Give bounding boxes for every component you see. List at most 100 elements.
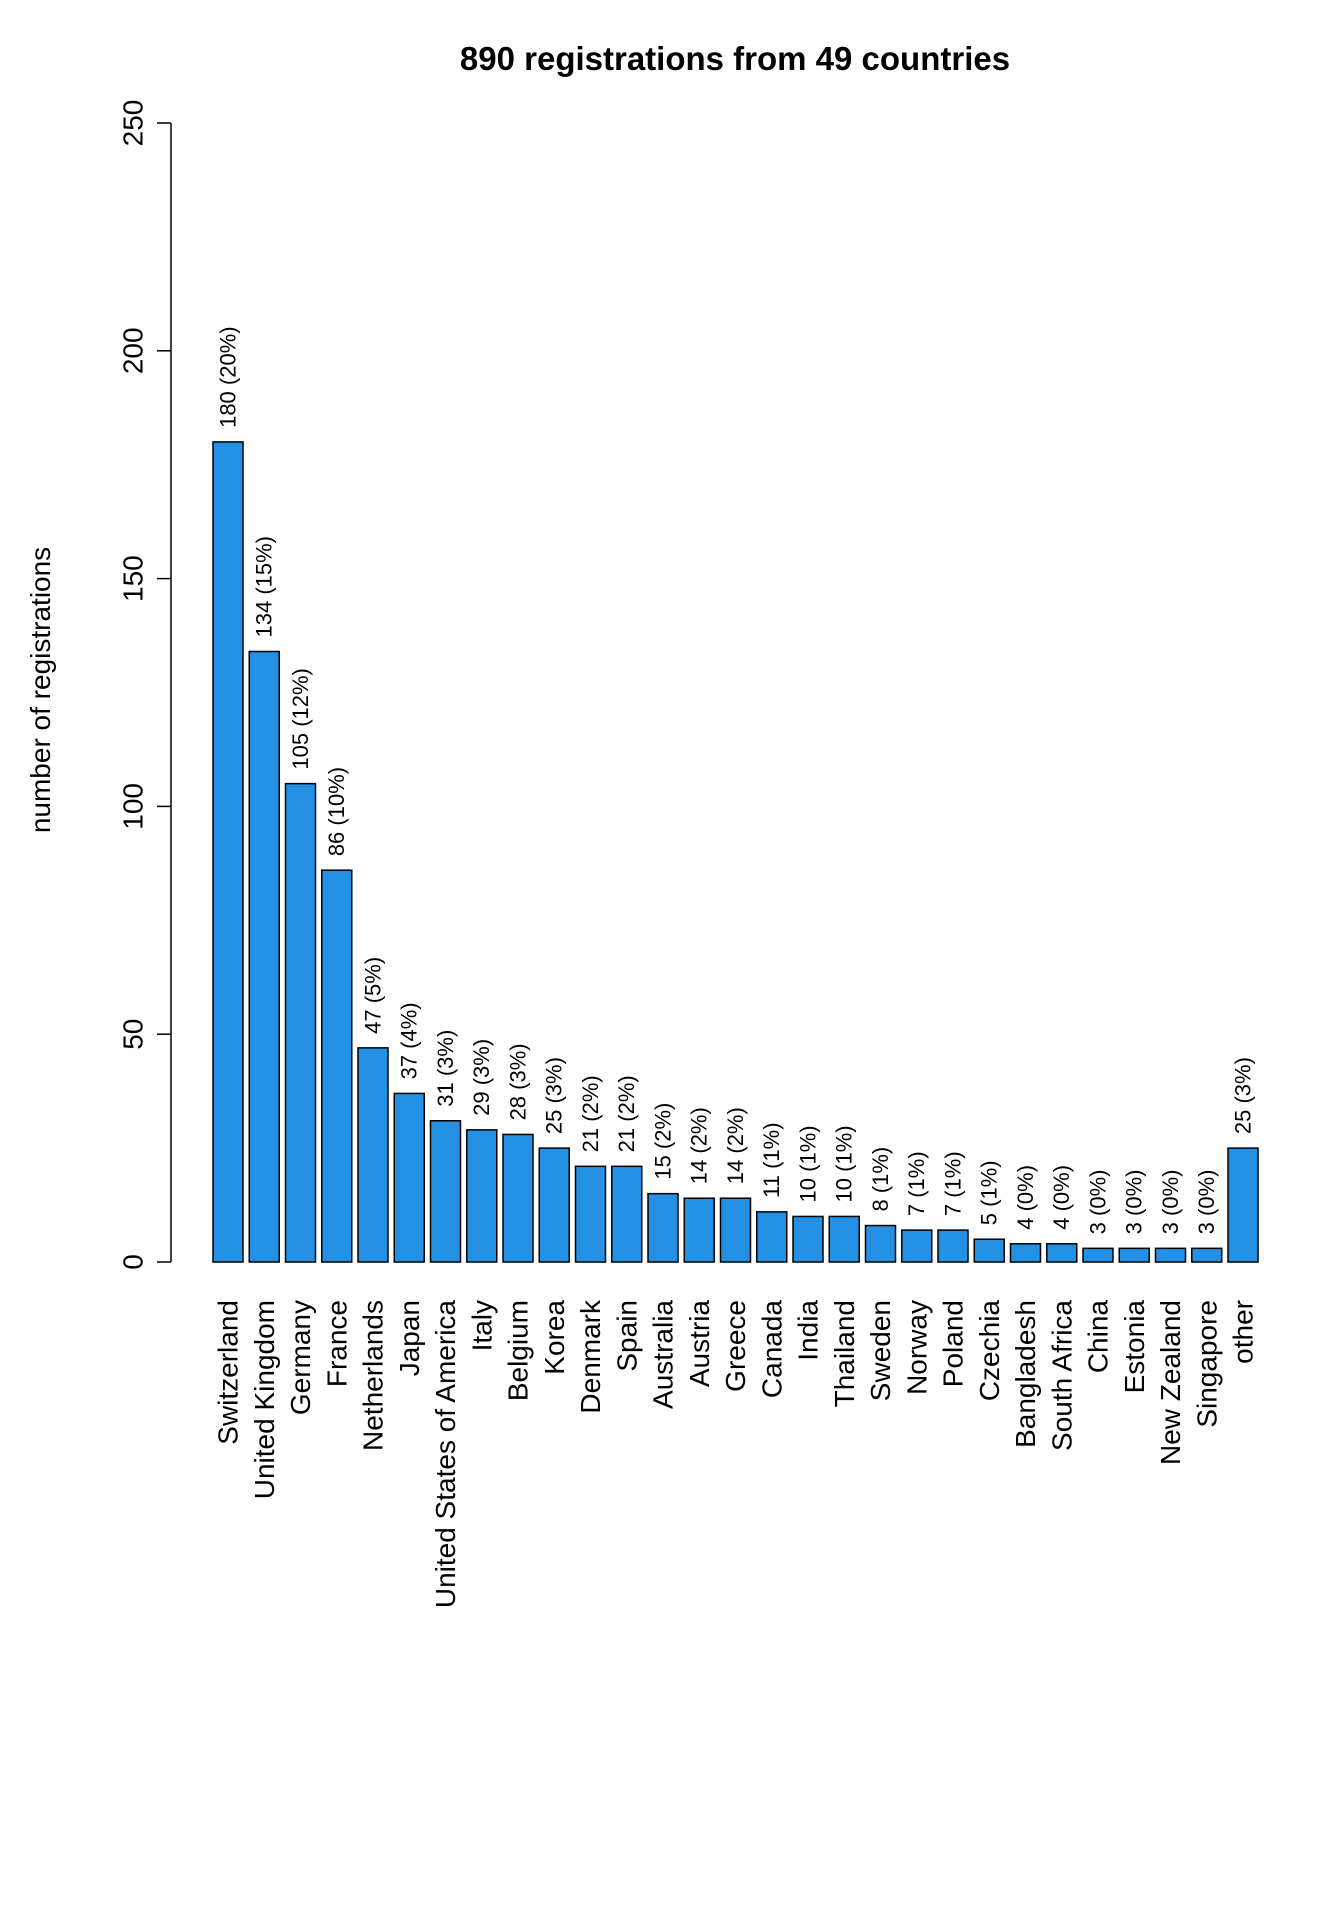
- x-tick-label: Czechia: [974, 1300, 1005, 1402]
- data-label: 14 (2%): [687, 1107, 712, 1184]
- x-tick-label: India: [793, 1300, 824, 1361]
- bar: [611, 1165, 643, 1263]
- bar: [792, 1215, 824, 1263]
- data-label: 8 (1%): [868, 1147, 893, 1212]
- x-tick-label: Korea: [539, 1300, 570, 1375]
- x-tick-label: China: [1083, 1300, 1114, 1374]
- x-tick-label: Spain: [611, 1300, 642, 1372]
- bars-group: [212, 441, 1259, 1263]
- x-tick-label: Japan: [394, 1300, 425, 1376]
- data-label: 3 (0%): [1158, 1170, 1183, 1235]
- value-labels-group: 180 (20%) 134 (15%) 105 (12%) 86 (10%) 47 (5…: [216, 326, 1256, 1234]
- bar: [357, 1047, 389, 1263]
- data-label: 7 (1%): [904, 1151, 929, 1216]
- x-tick-label: Canada: [756, 1300, 787, 1399]
- x-tick-label: Singapore: [1191, 1300, 1222, 1428]
- bar: [284, 782, 317, 1263]
- bar: [212, 441, 244, 1263]
- data-label: 7 (1%): [941, 1151, 966, 1216]
- y-tick-label: 250: [118, 100, 149, 147]
- data-label: 25 (3%): [1231, 1057, 1256, 1134]
- bar: [828, 1215, 860, 1263]
- data-label: 4 (0%): [1049, 1165, 1074, 1230]
- data-label: 11 (1%): [759, 1122, 784, 1197]
- x-tick-label: Sweden: [865, 1300, 896, 1401]
- x-tick-label: other: [1228, 1300, 1259, 1364]
- bar: [864, 1224, 897, 1263]
- data-label: 21 (2%): [614, 1075, 639, 1152]
- x-tick-label: United States of America: [430, 1300, 461, 1609]
- data-label: 10 (1%): [832, 1125, 857, 1202]
- bar: [466, 1129, 498, 1263]
- x-tick-label: Australia: [648, 1300, 679, 1409]
- bar: [1227, 1147, 1259, 1263]
- x-tick-label: Denmark: [575, 1299, 606, 1414]
- bar: [321, 869, 353, 1263]
- data-label: 3 (0%): [1086, 1170, 1111, 1235]
- data-label: 29 (3%): [469, 1039, 494, 1116]
- bar: [1082, 1247, 1114, 1263]
- bar: [1118, 1247, 1150, 1263]
- bar: [1154, 1247, 1187, 1263]
- data-label: 10 (1%): [796, 1125, 821, 1202]
- x-tick-label: Netherlands: [358, 1300, 389, 1451]
- x-tick-label: New Zealand: [1155, 1300, 1186, 1465]
- data-label: 105 (12%): [288, 668, 313, 770]
- data-label: 21 (2%): [578, 1075, 603, 1152]
- y-axis-label: number of registrations: [25, 547, 56, 833]
- bar: [538, 1147, 570, 1263]
- bar: [901, 1229, 933, 1263]
- bar: [1009, 1243, 1042, 1263]
- bar: [1191, 1247, 1223, 1263]
- data-label: 86 (10%): [324, 767, 349, 856]
- data-label: 5 (1%): [977, 1160, 1002, 1225]
- bar: [756, 1211, 788, 1263]
- x-tick-label: Bangladesh: [1010, 1300, 1041, 1448]
- bar: [719, 1197, 752, 1263]
- y-tick-label: 0: [118, 1254, 149, 1270]
- x-tick-label: United Kingdom: [249, 1300, 280, 1499]
- x-tick-label: Austria: [684, 1300, 715, 1388]
- y-tick-label: 100: [118, 783, 149, 830]
- x-tick-label: Switzerland: [213, 1300, 244, 1445]
- bar: [574, 1165, 607, 1263]
- bar: [1046, 1243, 1078, 1263]
- x-tick-label: Poland: [938, 1300, 969, 1387]
- x-tick-label: Norway: [901, 1300, 932, 1395]
- bar: [429, 1120, 462, 1263]
- x-tick-label: Italy: [466, 1300, 497, 1351]
- x-tick-label: Estonia: [1119, 1300, 1150, 1394]
- data-label: 28 (3%): [506, 1043, 531, 1120]
- bar: [248, 650, 280, 1263]
- x-tick-label: Greece: [720, 1300, 751, 1392]
- bar: [647, 1192, 679, 1263]
- bar: [937, 1229, 969, 1263]
- category-labels-group: Switzerland United Kingdom Germany France Ne…: [213, 1299, 1259, 1608]
- data-label: 3 (0%): [1194, 1170, 1219, 1235]
- data-label: 4 (0%): [1013, 1165, 1038, 1230]
- data-label: 180 (20%): [216, 326, 241, 428]
- bar: [683, 1197, 715, 1263]
- chart-title: 890 registrations from 49 countries: [460, 40, 1010, 77]
- x-tick-label: Germany: [285, 1300, 316, 1415]
- x-tick-label: Belgium: [503, 1300, 534, 1401]
- x-tick-label: Thailand: [829, 1300, 860, 1407]
- bar: [973, 1238, 1005, 1263]
- y-tick-label: 150: [118, 555, 149, 602]
- bar: [502, 1133, 534, 1263]
- y-tick-label: 200: [118, 327, 149, 374]
- x-tick-label: France: [321, 1300, 352, 1387]
- bar: [393, 1092, 425, 1263]
- y-tick-label: 50: [118, 1019, 149, 1050]
- data-label: 25 (3%): [542, 1057, 567, 1134]
- x-tick-label: South Africa: [1046, 1300, 1077, 1451]
- data-label: 31 (3%): [433, 1030, 458, 1107]
- data-label: 3 (0%): [1122, 1170, 1147, 1235]
- data-label: 47 (5%): [361, 957, 386, 1034]
- y-axis: 0 50 100 150 200 250: [118, 100, 172, 1270]
- data-label: 134 (15%): [252, 536, 277, 638]
- data-label: 37 (4%): [397, 1002, 422, 1079]
- data-label: 15 (2%): [651, 1103, 676, 1180]
- data-label: 14 (2%): [723, 1107, 748, 1184]
